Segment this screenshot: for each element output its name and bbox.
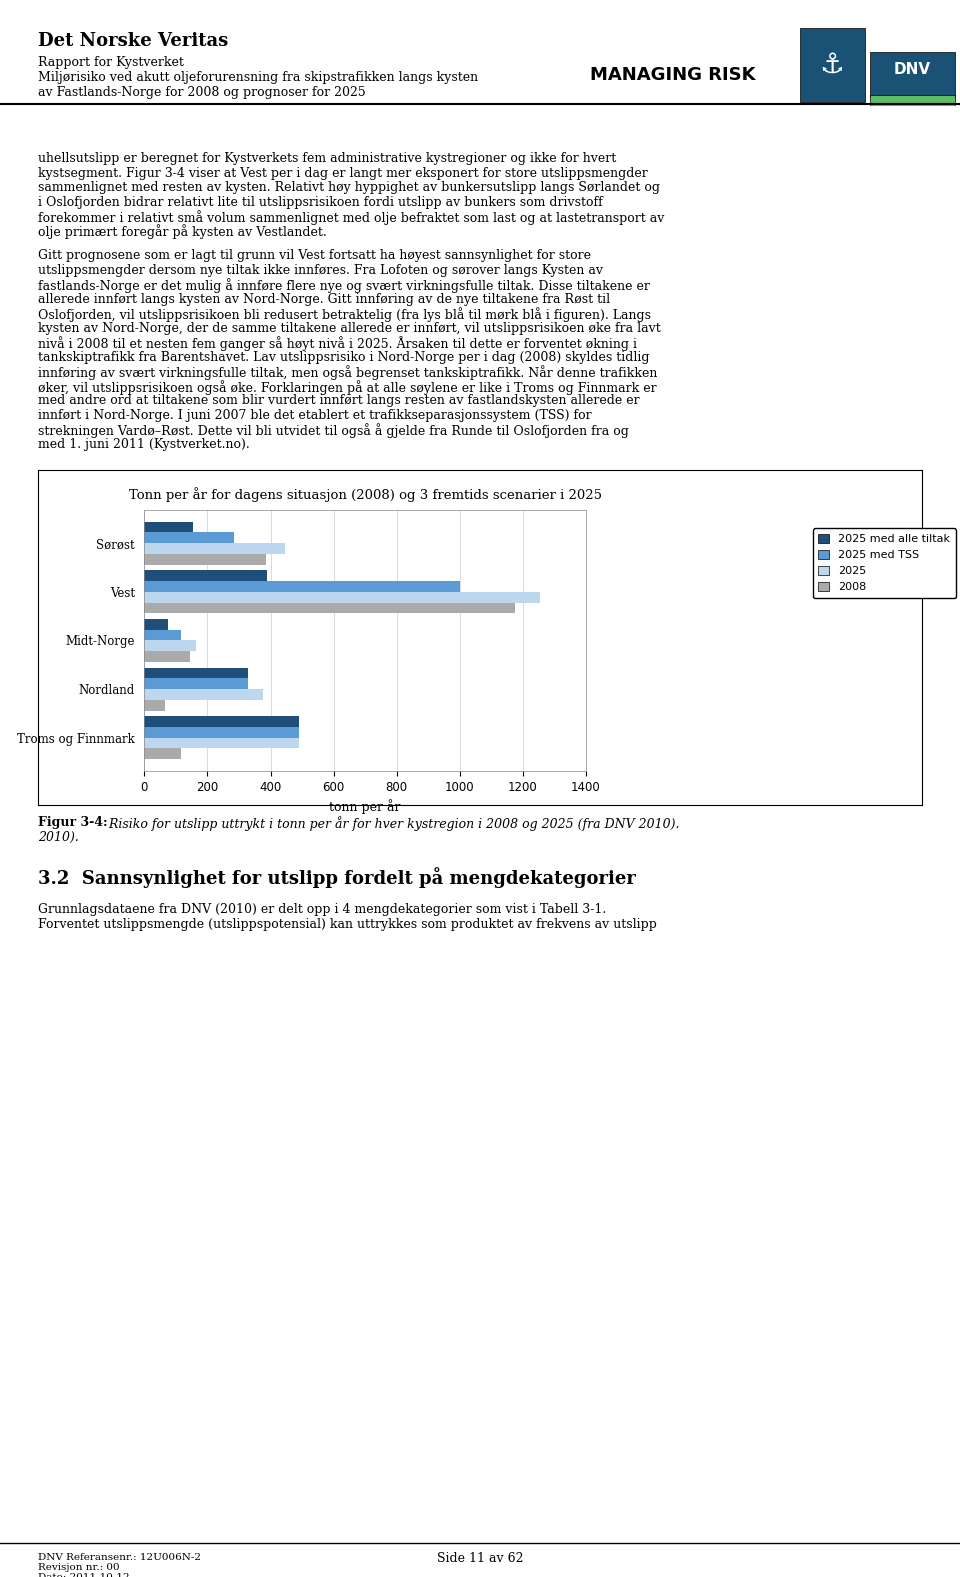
Text: Grunnlagsdataene fra DNV (2010) er delt opp i 4 mengdekategorier som vist i Tabe: Grunnlagsdataene fra DNV (2010) er delt … [38, 904, 607, 916]
Text: Forventet utslippsmengde (utslippspotensial) kan uttrykkes som produktet av frek: Forventet utslippsmengde (utslippspotens… [38, 918, 658, 930]
Bar [144, 678, 249, 689]
Text: innført i Nord-Norge. I juni 2007 ble det etablert et trafikkseparasjonssystem (: innført i Nord-Norge. I juni 2007 ble de… [38, 408, 592, 421]
Bar [144, 554, 266, 565]
Bar [144, 667, 249, 678]
Text: Oslofjorden, vil utslippsrisikoen bli redusert betraktelig (fra lys blå til mørk: Oslofjorden, vil utslippsrisikoen bli re… [38, 308, 652, 322]
X-axis label: tonn per år: tonn per år [329, 800, 401, 814]
Text: nivå i 2008 til et nesten fem ganger så høyt nivå i 2025. Årsaken til dette er f: nivå i 2008 til et nesten fem ganger så … [38, 336, 637, 352]
Text: MANAGING RISK: MANAGING RISK [590, 66, 756, 84]
Bar [144, 602, 515, 613]
Text: med andre ord at tiltakene som blir vurdert innført langs resten av fastlandskys: med andre ord at tiltakene som blir vurd… [38, 394, 640, 407]
Text: strekningen Vardø–Røst. Dette vil bli utvidet til også å gjelde fra Runde til Os: strekningen Vardø–Røst. Dette vil bli ut… [38, 423, 629, 438]
Bar [144, 727, 299, 738]
Bar [144, 640, 197, 651]
Bar [144, 542, 285, 554]
Text: DNV Referansenr.: 12U006N-2: DNV Referansenr.: 12U006N-2 [38, 1552, 201, 1561]
Bar [870, 52, 955, 98]
Bar [144, 522, 193, 533]
Text: med 1. juni 2011 (Kystverket.no).: med 1. juni 2011 (Kystverket.no). [38, 438, 251, 451]
Text: Figur 3-4:: Figur 3-4: [38, 817, 108, 830]
Text: allerede innført langs kysten av Nord-Norge. Gitt innføring av de nye tiltakene : allerede innført langs kysten av Nord-No… [38, 293, 611, 306]
Bar [144, 620, 168, 629]
Text: fastlands-Norge er det mulig å innføre flere nye og svært virkningsfulle tiltak.: fastlands-Norge er det mulig å innføre f… [38, 278, 650, 293]
Text: ⚓: ⚓ [820, 50, 845, 79]
Text: forekommer i relativt små volum sammenlignet med olje befraktet som last og at l: forekommer i relativt små volum sammenli… [38, 210, 664, 226]
Bar [144, 533, 234, 542]
Text: av Fastlands-Norge for 2008 og prognoser for 2025: av Fastlands-Norge for 2008 og prognoser… [38, 85, 366, 99]
Bar [144, 689, 263, 700]
Text: Gitt prognosene som er lagt til grunn vil Vest fortsatt ha høyest sannsynlighet : Gitt prognosene som er lagt til grunn vi… [38, 249, 591, 262]
Text: uhellsutslipp er beregnet for Kystverkets fem administrative kystregioner og ikk: uhellsutslipp er beregnet for Kystverket… [38, 151, 616, 166]
Text: Side 11 av 62: Side 11 av 62 [437, 1552, 523, 1564]
Text: Dato: 2011-10-12: Dato: 2011-10-12 [38, 1572, 130, 1577]
Legend: 2025 med alle tiltak, 2025 med TSS, 2025, 2008: 2025 med alle tiltak, 2025 med TSS, 2025… [813, 528, 956, 598]
Text: Rapport for Kystverket: Rapport for Kystverket [38, 55, 184, 69]
Text: tankskiptrafikk fra Barentshavet. Lav utslippsrisiko i Nord-Norge per i dag (200: tankskiptrafikk fra Barentshavet. Lav ut… [38, 350, 650, 364]
Bar [870, 95, 955, 126]
Bar [144, 571, 268, 580]
Bar [144, 629, 180, 640]
Text: DNV: DNV [894, 62, 930, 77]
Bar [144, 591, 540, 602]
Text: 2010).: 2010). [38, 831, 80, 844]
Text: i Oslofjorden bidrar relativt lite til utslippsrisikoen fordi utslipp av bunkers: i Oslofjorden bidrar relativt lite til u… [38, 196, 603, 208]
Bar [144, 580, 460, 591]
Bar [144, 716, 299, 727]
Text: kystsegment. Figur 3-4 viser at Vest per i dag er langt mer eksponert for store : kystsegment. Figur 3-4 viser at Vest per… [38, 167, 648, 180]
Text: kysten av Nord-Norge, der de samme tiltakene allerede er innført, vil utslippsri: kysten av Nord-Norge, der de samme tilta… [38, 322, 661, 334]
Bar [144, 700, 165, 711]
Title: Tonn per år for dagens situasjon (2008) og 3 fremtids scenarier i 2025: Tonn per år for dagens situasjon (2008) … [129, 487, 602, 501]
Text: Miljørisiko ved akutt oljeforurensning fra skipstrafikken langs kysten: Miljørisiko ved akutt oljeforurensning f… [38, 71, 478, 84]
Text: øker, vil utslippsrisikoen også øke. Forklaringen på at alle søylene er like i T: øker, vil utslippsrisikoen også øke. For… [38, 380, 657, 394]
Text: Det Norske Veritas: Det Norske Veritas [38, 32, 228, 49]
Text: utslippsmengder dersom nye tiltak ikke innføres. Fra Lofoten og sørover langs Ky: utslippsmengder dersom nye tiltak ikke i… [38, 263, 604, 276]
Bar [800, 28, 865, 101]
Text: 3.2  Sannsynlighet for utslipp fordelt på mengdekategorier: 3.2 Sannsynlighet for utslipp fordelt på… [38, 867, 636, 888]
Bar [144, 651, 190, 662]
Bar [144, 738, 299, 749]
Text: Risiko for utslipp uttrykt i tonn per år for hver kystregion i 2008 og 2025 (fra: Risiko for utslipp uttrykt i tonn per år… [105, 817, 679, 831]
Bar [144, 749, 180, 759]
Text: olje primært foregår på kysten av Vestlandet.: olje primært foregår på kysten av Vestla… [38, 224, 327, 240]
Text: Revisjon nr.: 00: Revisjon nr.: 00 [38, 1563, 120, 1572]
Text: sammenlignet med resten av kysten. Relativt høy hyppighet av bunkersutslipp lang: sammenlignet med resten av kysten. Relat… [38, 181, 660, 194]
Text: innføring av svært virkningsfulle tiltak, men også begrenset tankskiptrafikk. Nå: innføring av svært virkningsfulle tiltak… [38, 366, 658, 380]
